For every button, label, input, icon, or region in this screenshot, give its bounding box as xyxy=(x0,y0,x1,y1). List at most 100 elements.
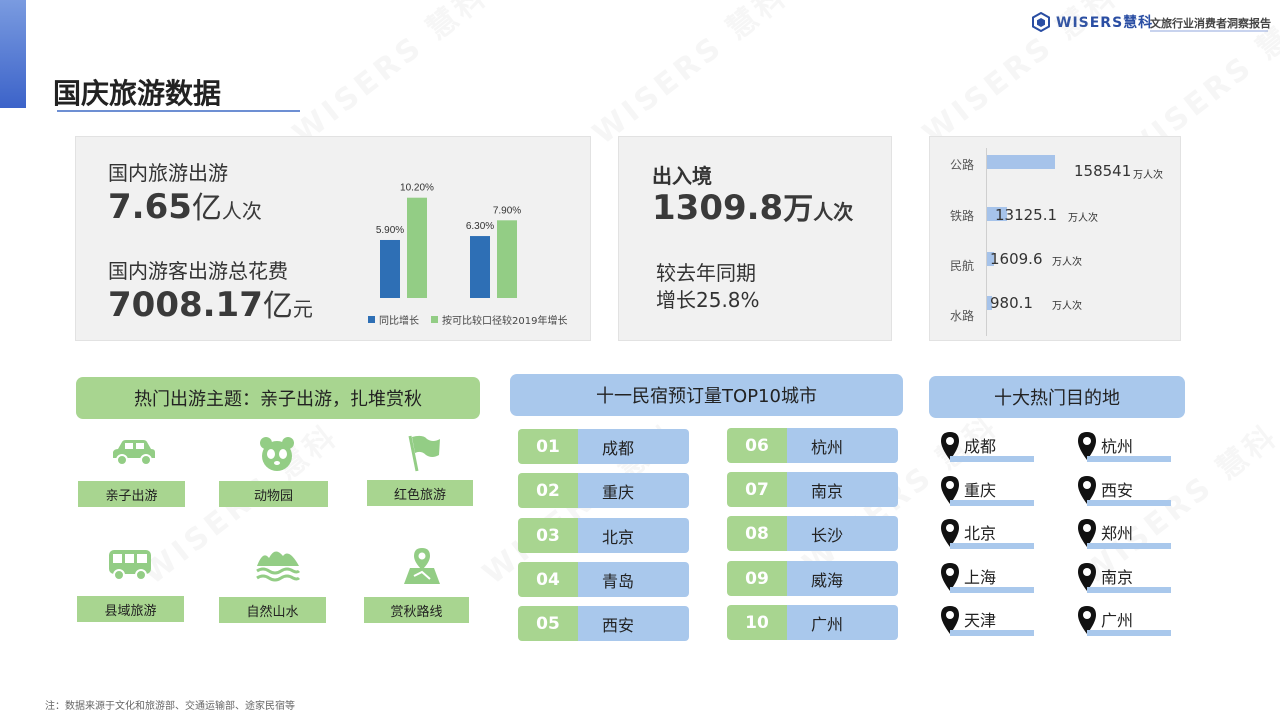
destination-underline xyxy=(950,500,1034,506)
homestay-rank-number: 04 xyxy=(518,562,578,597)
homestay-rank-number: 02 xyxy=(518,473,578,508)
location-pin-icon xyxy=(941,476,959,504)
homestay-rank-number: 06 xyxy=(727,428,787,463)
homestay-rank-item: 09 威海 xyxy=(727,561,898,596)
domestic-spend-figure: 7008.17亿元 xyxy=(108,281,313,325)
flag-icon xyxy=(408,435,440,472)
destination-item: 成都 xyxy=(940,431,996,461)
bar-data-label: 6.30% xyxy=(466,221,494,232)
destinations-header: 十大热门目的地 xyxy=(929,376,1185,418)
homestay-rank-item: 05 西安 xyxy=(518,606,689,641)
location-pin-icon xyxy=(1078,563,1096,591)
destination-item: 杭州 xyxy=(1077,431,1133,461)
map-pin-icon xyxy=(404,548,440,584)
mountain-icon xyxy=(256,551,301,582)
transport-bar-rail xyxy=(987,207,1007,221)
location-pin-icon xyxy=(1078,432,1096,460)
border-figure: 1309.8万人次 xyxy=(652,184,853,228)
destination-underline xyxy=(1087,587,1171,593)
location-pin-icon xyxy=(1078,606,1096,634)
homestay-rank-city: 长沙 xyxy=(787,516,898,551)
border-crossing-panel xyxy=(618,136,892,341)
homestay-rank-number: 09 xyxy=(727,561,787,596)
destination-item: 上海 xyxy=(940,562,996,592)
transport-unit-air: 万人次 xyxy=(1052,257,1082,268)
legend-label-2019: 按可比较口径较2019年增长 xyxy=(442,316,568,327)
transport-bar-air xyxy=(987,252,994,266)
homestay-rank-city: 杭州 xyxy=(787,428,898,463)
transport-value-rail: 13125.1 xyxy=(995,206,1058,224)
themes-header: 热门出游主题：亲子出游，扎堆赏秋 xyxy=(76,377,480,419)
destination-item: 郑州 xyxy=(1077,518,1133,548)
theme-label-red-tourism: 红色旅游 xyxy=(367,480,473,506)
destination-name: 北京 xyxy=(964,524,997,543)
homestay-rank-city: 南京 xyxy=(787,472,898,507)
homestay-rank-city: 西安 xyxy=(578,606,689,641)
homestay-rank-city: 青岛 xyxy=(578,562,689,597)
transport-value-air: 1609.6 xyxy=(990,250,1043,268)
homestay-rank-item: 01 成都 xyxy=(518,429,689,464)
location-pin-icon xyxy=(1078,476,1096,504)
transport-value-water: 980.1 xyxy=(990,294,1033,312)
domestic-trips-unit-a: 亿 xyxy=(191,191,222,226)
bar-yoy-1 xyxy=(470,236,490,298)
page-title-underline xyxy=(57,110,300,112)
destination-name: 郑州 xyxy=(1101,524,1134,543)
transport-value-road: 158541 xyxy=(1074,162,1132,180)
domestic-spend-unit-b: 元 xyxy=(292,297,313,321)
homestay-rank-number: 03 xyxy=(518,518,578,553)
homestay-rank-item: 08 长沙 xyxy=(727,516,898,551)
destination-underline xyxy=(1087,456,1171,462)
transport-bar-water xyxy=(987,296,993,310)
destination-name: 广州 xyxy=(1101,611,1134,630)
destination-name: 西安 xyxy=(1101,481,1134,500)
homestay-rank-number: 08 xyxy=(727,516,787,551)
border-unit-b: 人次 xyxy=(813,200,854,224)
theme-label-nature: 自然山水 xyxy=(219,597,326,623)
homestay-rank-city: 威海 xyxy=(787,561,898,596)
bar-vs2019-0 xyxy=(407,197,427,298)
theme-label-family: 亲子出游 xyxy=(78,481,185,507)
destination-item: 西安 xyxy=(1077,475,1133,505)
report-title-underline xyxy=(1150,30,1268,32)
destination-name: 南京 xyxy=(1101,568,1134,587)
growth-bar-chart: 5.90% 10.20% 6.30% 7.90% xyxy=(376,183,521,298)
border-growth-line1: 较去年同期 xyxy=(656,261,756,285)
legend-label-yoy: 同比增长 xyxy=(379,316,419,327)
homestay-rank-number: 01 xyxy=(518,429,578,464)
footnote: 注：数据来源于文化和旅游部、交通运输部、途家民宿等 xyxy=(45,701,295,712)
location-pin-icon xyxy=(941,563,959,591)
watermark: WISERS 慧科 xyxy=(586,0,796,152)
domestic-trips-label: 国内旅游出游 xyxy=(108,161,228,185)
logo-text: WISERS慧科 xyxy=(1056,15,1154,31)
transport-label-road: 公路 xyxy=(950,158,975,172)
domestic-trips-figure: 7.65亿人次 xyxy=(108,183,262,227)
bar-yoy-0 xyxy=(380,239,400,298)
corner-accent-bar xyxy=(0,0,26,108)
transport-unit-rail: 万人次 xyxy=(1068,213,1098,224)
homestay-rank-item: 04 青岛 xyxy=(518,562,689,597)
location-pin-icon xyxy=(1078,519,1096,547)
homestay-rank-city: 成都 xyxy=(578,429,689,464)
homestay-rank-item: 07 南京 xyxy=(727,472,898,507)
location-pin-icon xyxy=(941,606,959,634)
transport-unit-water: 万人次 xyxy=(1052,301,1082,312)
destination-underline xyxy=(950,587,1034,593)
domestic-spend-value: 7008.17 xyxy=(108,285,263,325)
report-title: 文旅行业消费者洞察报告 xyxy=(1150,17,1271,30)
destination-underline xyxy=(950,543,1034,549)
destination-name: 上海 xyxy=(964,568,997,587)
homestay-rank-number: 10 xyxy=(727,605,787,640)
wisers-logo: WISERS慧科 xyxy=(1032,12,1153,32)
transport-bar-road xyxy=(987,155,1055,169)
domestic-spend-unit-a: 亿 xyxy=(262,289,293,324)
border-unit-a: 万 xyxy=(783,192,814,227)
destination-underline xyxy=(1087,543,1171,549)
homestay-rank-item: 06 杭州 xyxy=(727,428,898,463)
homestay-rank-number: 05 xyxy=(518,606,578,641)
watermark: WISERS 慧科 xyxy=(286,0,496,152)
car-icon xyxy=(113,440,155,466)
destination-item: 广州 xyxy=(1077,605,1133,635)
theme-label-autumn: 赏秋路线 xyxy=(364,597,469,623)
panda-icon xyxy=(260,437,294,471)
